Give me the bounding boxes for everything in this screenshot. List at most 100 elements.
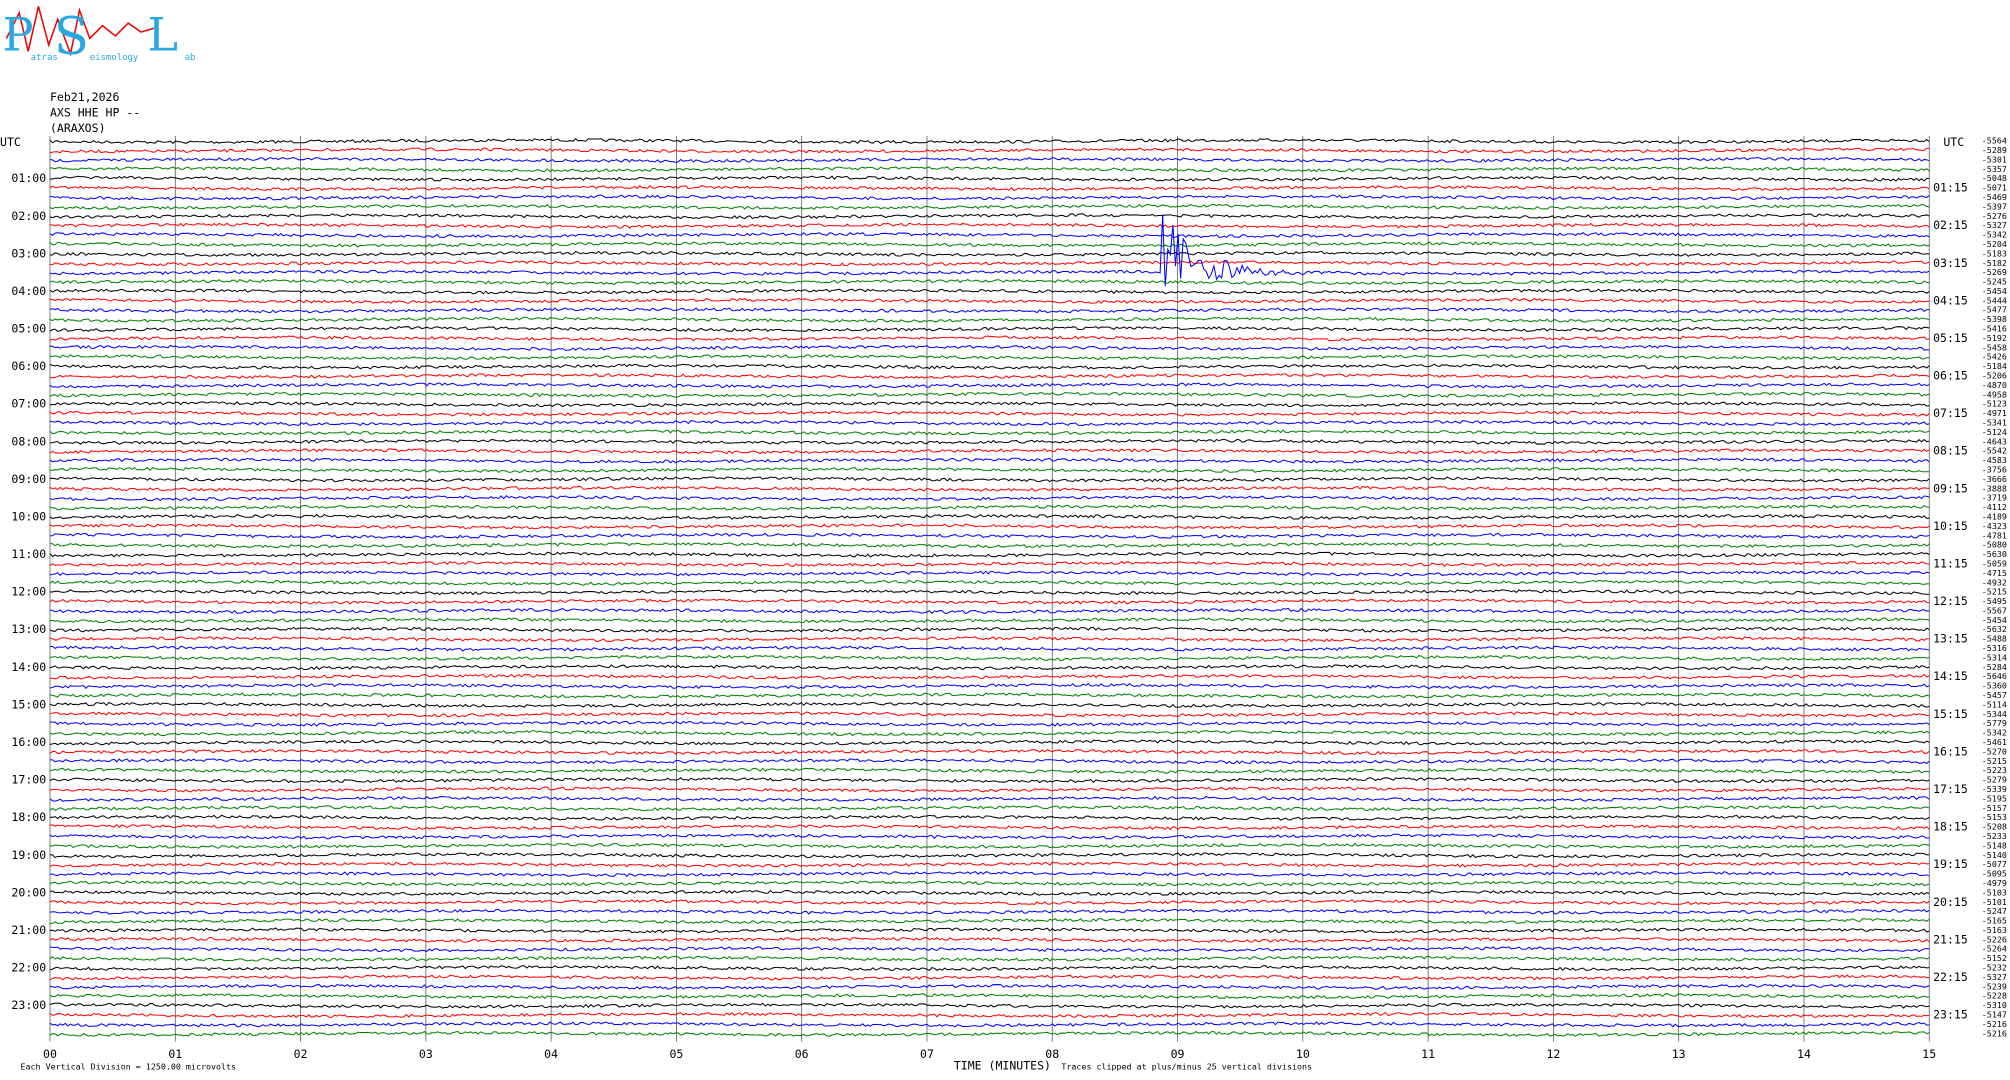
trace-offset: -4583 bbox=[1982, 455, 2007, 465]
x-tick-label: 02 bbox=[294, 1047, 308, 1061]
trace-offset: -3888 bbox=[1982, 483, 2007, 493]
trace bbox=[49, 889, 1930, 896]
trace bbox=[49, 711, 1930, 718]
trace bbox=[49, 203, 1930, 210]
trace-offset: -4323 bbox=[1982, 521, 2007, 531]
logo-letter: S bbox=[54, 7, 89, 67]
trace bbox=[49, 786, 1930, 793]
hour-label: 13:15 bbox=[1933, 632, 1968, 646]
trace-offset: -5632 bbox=[1982, 624, 2007, 634]
trace-offset: -5461 bbox=[1982, 737, 2007, 747]
trace-offset: -5630 bbox=[1982, 549, 2007, 559]
trace-offset: -4715 bbox=[1982, 568, 2007, 578]
trace-offset: -5216 bbox=[1982, 1028, 2007, 1038]
trace-offset: -5310 bbox=[1982, 1000, 2007, 1010]
trace-offset: -5264 bbox=[1982, 944, 2007, 954]
trace bbox=[49, 278, 1930, 286]
trace-offset: -4189 bbox=[1982, 511, 2007, 521]
trace-offset: -5114 bbox=[1982, 699, 2007, 709]
trace-offset: -5360 bbox=[1982, 681, 2007, 691]
hour-label: 02:00 bbox=[11, 209, 46, 223]
trace bbox=[49, 758, 1930, 765]
trace bbox=[49, 833, 1930, 840]
trace-offset: -5357 bbox=[1982, 164, 2007, 174]
trace-offset: -5247 bbox=[1982, 906, 2007, 916]
trace-offset: -5542 bbox=[1982, 446, 2007, 456]
x-tick-label: 08 bbox=[1045, 1047, 1059, 1061]
trace bbox=[49, 495, 1930, 502]
trace bbox=[49, 654, 1930, 661]
trace bbox=[49, 720, 1930, 727]
trace bbox=[49, 138, 1930, 145]
trace bbox=[49, 382, 1930, 389]
trace bbox=[49, 974, 1930, 981]
trace bbox=[49, 410, 1930, 417]
trace-offset: -5095 bbox=[1982, 869, 2007, 879]
hour-label: 15:00 bbox=[11, 697, 46, 711]
trace bbox=[49, 532, 1930, 539]
trace-offset: -4979 bbox=[1982, 878, 2007, 888]
trace-offset: -5426 bbox=[1982, 352, 2007, 362]
hour-label: 10:15 bbox=[1933, 519, 1968, 533]
trace bbox=[49, 683, 1930, 690]
trace-offset: -5444 bbox=[1982, 295, 2007, 305]
trace bbox=[49, 391, 1930, 398]
trace-offset: -5208 bbox=[1982, 822, 2007, 832]
trace-offset: -5397 bbox=[1982, 201, 2007, 211]
trace bbox=[49, 485, 1930, 492]
hour-label: 22:15 bbox=[1933, 970, 1968, 984]
trace bbox=[49, 946, 1930, 953]
trace-offset: -5223 bbox=[1982, 765, 2007, 775]
trace-offset: -5080 bbox=[1982, 540, 2007, 550]
trace bbox=[49, 213, 1930, 220]
trace bbox=[49, 880, 1930, 887]
trace-offset: -5124 bbox=[1982, 427, 2007, 437]
trace bbox=[49, 899, 1930, 906]
trace bbox=[49, 363, 1930, 370]
trace bbox=[49, 1030, 1930, 1037]
trace bbox=[49, 457, 1930, 464]
x-tick-label: 15 bbox=[1922, 1047, 1936, 1061]
hour-label: 13:00 bbox=[11, 622, 46, 636]
trace-offset: -5182 bbox=[1982, 258, 2007, 268]
trace-offset: -5341 bbox=[1982, 418, 2007, 428]
trace bbox=[49, 842, 1930, 849]
hour-label: 01:00 bbox=[11, 171, 46, 185]
trace-offset: -5779 bbox=[1982, 718, 2007, 728]
trace bbox=[49, 955, 1930, 962]
hour-label: 14:15 bbox=[1933, 669, 1968, 683]
trace bbox=[49, 861, 1930, 868]
x-tick-label: 03 bbox=[419, 1047, 433, 1061]
trace-offset: -5270 bbox=[1982, 746, 2007, 756]
trace bbox=[49, 805, 1930, 812]
trace-offset: -4932 bbox=[1982, 577, 2007, 587]
trace bbox=[49, 983, 1930, 990]
trace bbox=[49, 542, 1930, 549]
trace-offset: -3756 bbox=[1982, 464, 2007, 474]
axis-title: UTC bbox=[0, 135, 21, 149]
scale-note: Each Vertical Division = 1250.00 microvo… bbox=[21, 1062, 237, 1072]
hour-label: 19:15 bbox=[1933, 857, 1968, 871]
trace bbox=[49, 908, 1930, 915]
trace bbox=[49, 871, 1930, 878]
trace-offset: -5495 bbox=[1982, 596, 2007, 606]
logo: P S L atras eismology ab bbox=[3, 6, 195, 67]
hour-label: 21:00 bbox=[11, 923, 46, 937]
x-tick-label: 13 bbox=[1672, 1047, 1686, 1061]
hour-label: 11:00 bbox=[11, 547, 46, 561]
trace bbox=[49, 194, 1930, 201]
trace bbox=[49, 1021, 1930, 1028]
header-line: AXS HHE HP -- bbox=[50, 105, 140, 119]
hour-label: 23:15 bbox=[1933, 1008, 1968, 1022]
hour-label: 18:15 bbox=[1933, 820, 1968, 834]
trace bbox=[49, 297, 1930, 304]
trace-offset: -4781 bbox=[1982, 530, 2007, 540]
hour-label: 11:15 bbox=[1933, 556, 1968, 570]
hour-label: 09:15 bbox=[1933, 481, 1968, 495]
trace-offset: -5567 bbox=[1982, 605, 2007, 615]
hour-label: 15:15 bbox=[1933, 707, 1968, 721]
trace-offset: -5269 bbox=[1982, 267, 2007, 277]
trace-offset: -5206 bbox=[1982, 371, 2007, 381]
trace bbox=[49, 316, 1930, 323]
hour-label: 07:15 bbox=[1933, 406, 1968, 420]
